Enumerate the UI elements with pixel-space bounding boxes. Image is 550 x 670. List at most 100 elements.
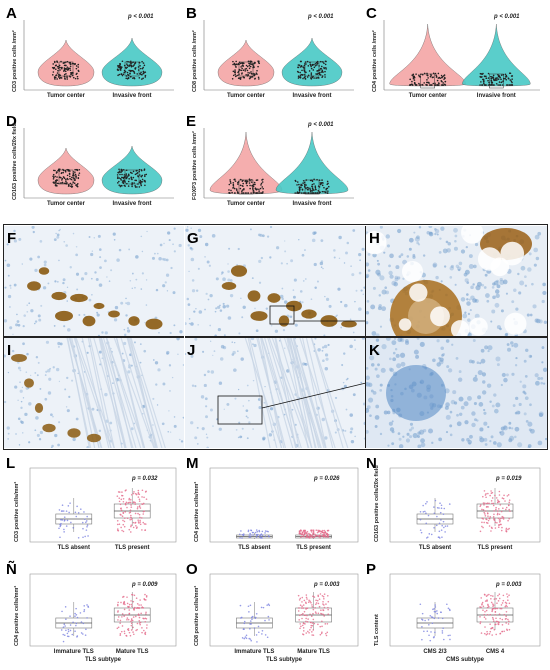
panel-label: A [6,5,17,22]
data-point [129,171,132,174]
data-point [316,599,319,602]
data-point [130,622,133,625]
data-point [299,60,302,63]
data-point [498,524,500,526]
data-point [117,619,119,621]
micrograph-svg [184,338,366,448]
data-point [311,186,314,188]
data-point [307,601,310,604]
data-point [130,618,133,620]
data-point [436,515,438,518]
data-point [122,523,125,526]
data-point [121,181,124,183]
data-point [505,530,508,532]
data-point [252,66,254,69]
data-point [294,192,296,194]
data-point [240,66,242,68]
violin-box [420,73,435,89]
data-point [487,519,490,522]
boxplot-svg [209,573,359,647]
data-point [140,175,142,178]
data-point [490,601,493,604]
data-point [234,73,236,76]
data-point [128,501,131,504]
data-point [428,623,430,626]
x-tick-label: Invasive front [292,93,332,99]
data-point [250,63,252,66]
data-point [302,529,305,532]
data-point [316,70,318,72]
data-point [146,624,148,626]
data-point [498,75,501,78]
data-point [127,185,130,187]
data-point [498,508,500,510]
data-point [309,189,312,191]
data-point [127,629,130,632]
data-point [497,78,500,80]
data-point [434,84,436,86]
data-point [264,532,266,534]
data-point [63,73,66,76]
data-point [483,504,485,506]
data-point [492,516,495,518]
data-point [250,616,253,619]
data-point [75,175,77,177]
data-point [122,169,125,171]
data-point [130,493,133,496]
boxplot-svg [29,467,177,543]
data-point [241,184,244,187]
data-point [65,618,67,621]
data-point [305,594,308,596]
data-point [59,176,61,179]
data-point [82,622,85,625]
data-point [69,629,72,632]
data-point [443,507,446,510]
data-point [52,67,55,70]
data-point [129,634,132,637]
stained-follicle [82,315,96,327]
data-point [440,611,442,614]
panel-label: D [6,113,17,130]
data-point [309,187,311,190]
data-point [87,606,90,608]
data-point [84,535,86,538]
data-point [66,78,69,80]
data-point [326,534,329,537]
data-point [56,179,58,181]
data-point [130,64,132,67]
data-point [138,505,141,508]
data-point [138,498,141,501]
data-point [502,497,505,500]
data-point [118,180,120,183]
data-point [511,81,513,84]
data-point [424,502,427,505]
data-point [505,610,508,613]
data-point [298,532,301,535]
data-point [310,624,313,627]
data-point [301,605,303,608]
data-point [250,179,253,181]
data-point [493,513,495,516]
data-point [71,62,74,65]
panel-label: O [186,561,198,578]
data-point [437,72,440,75]
data-point [305,179,308,181]
data-point [79,612,82,614]
data-point [494,78,497,81]
data-point [307,188,309,191]
data-point [257,61,260,64]
data-point [491,77,494,79]
data-point [310,621,312,624]
data-point [489,494,491,497]
data-point [123,632,126,635]
data-point [311,192,313,194]
y-axis-label: TLS content [374,614,380,646]
data-point [63,516,66,518]
data-point [62,169,65,172]
data-point [313,178,315,181]
data-point [507,528,509,531]
data-point [250,192,252,194]
data-point [312,69,315,71]
data-point [432,608,434,611]
data-point [302,604,305,606]
